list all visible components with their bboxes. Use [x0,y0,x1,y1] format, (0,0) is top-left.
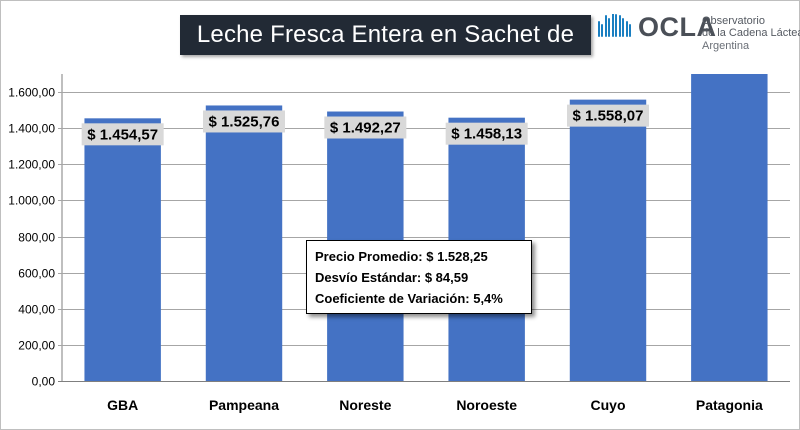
chart-title-box: Leche Fresca Entera en Sachet de litro [180,15,591,88]
category-label: Cuyo [591,397,626,413]
category-label: Noreste [339,397,391,413]
logo-wave-stroke [605,15,610,37]
bar [569,99,647,381]
category-label: Patagonia [696,397,763,413]
y-tick-label: 1.200,00 [8,158,55,172]
y-tick-label: 800,00 [18,231,55,245]
category-label: GBA [107,397,138,413]
logo-subtitle-line-3: Argentina [702,40,750,52]
logo-wave-stroke [619,15,624,37]
y-tick-label: 1.000,00 [8,194,55,208]
category-label: Noroeste [456,397,517,413]
data-label-background [324,116,407,139]
coefficient-of-variation: Coeficiente de Variación: 5,4% [315,291,503,306]
data-label-background [81,123,164,146]
data-label: $ 1.454,57 [87,126,158,143]
logo-subtitle-line-1: Observatorio [702,15,765,27]
standard-deviation: Desvío Estándar: $ 84,59 [315,270,469,285]
y-tick-label: 0,00 [32,375,56,389]
data-label-background [567,104,649,127]
data-label: $ 1.492,27 [330,120,401,137]
bar [84,118,161,381]
data-label: $ 1.458,13 [451,126,522,143]
data-label: $ 1.525,76 [209,113,280,130]
data-label: $ 1.558,07 [573,108,644,125]
logo-wave-stroke [612,14,617,37]
bar [205,105,283,381]
average-price: Precio Promedio: $ 1.528,25 [315,249,488,264]
y-tick-label: 1.400,00 [8,122,55,136]
y-tick-label: 200,00 [18,339,55,353]
logo-wave-stroke [626,21,631,37]
logo-subtitle-line-2: de la Cadena Láctea [702,27,800,39]
y-tick-label: 600,00 [18,267,55,281]
y-tick-label: 400,00 [18,303,55,317]
y-tick-label: 1.600,00 [8,86,55,100]
chart-title: Leche Fresca Entera en Sachet de litro [196,21,575,88]
milk-wave-logo-icon [598,14,631,37]
data-label-background [445,122,528,145]
bar [691,74,768,381]
ocla-logo: OCLA Observatorio de la Cadena Láctea Ar… [596,10,800,60]
statistics-box: Precio Promedio: $ 1.528,25 Desvío Están… [306,240,532,314]
data-label-background [203,110,285,133]
category-label: Pampeana [209,397,279,413]
logo-wave-stroke [598,21,603,37]
logo-name: OCLA [638,12,717,42]
